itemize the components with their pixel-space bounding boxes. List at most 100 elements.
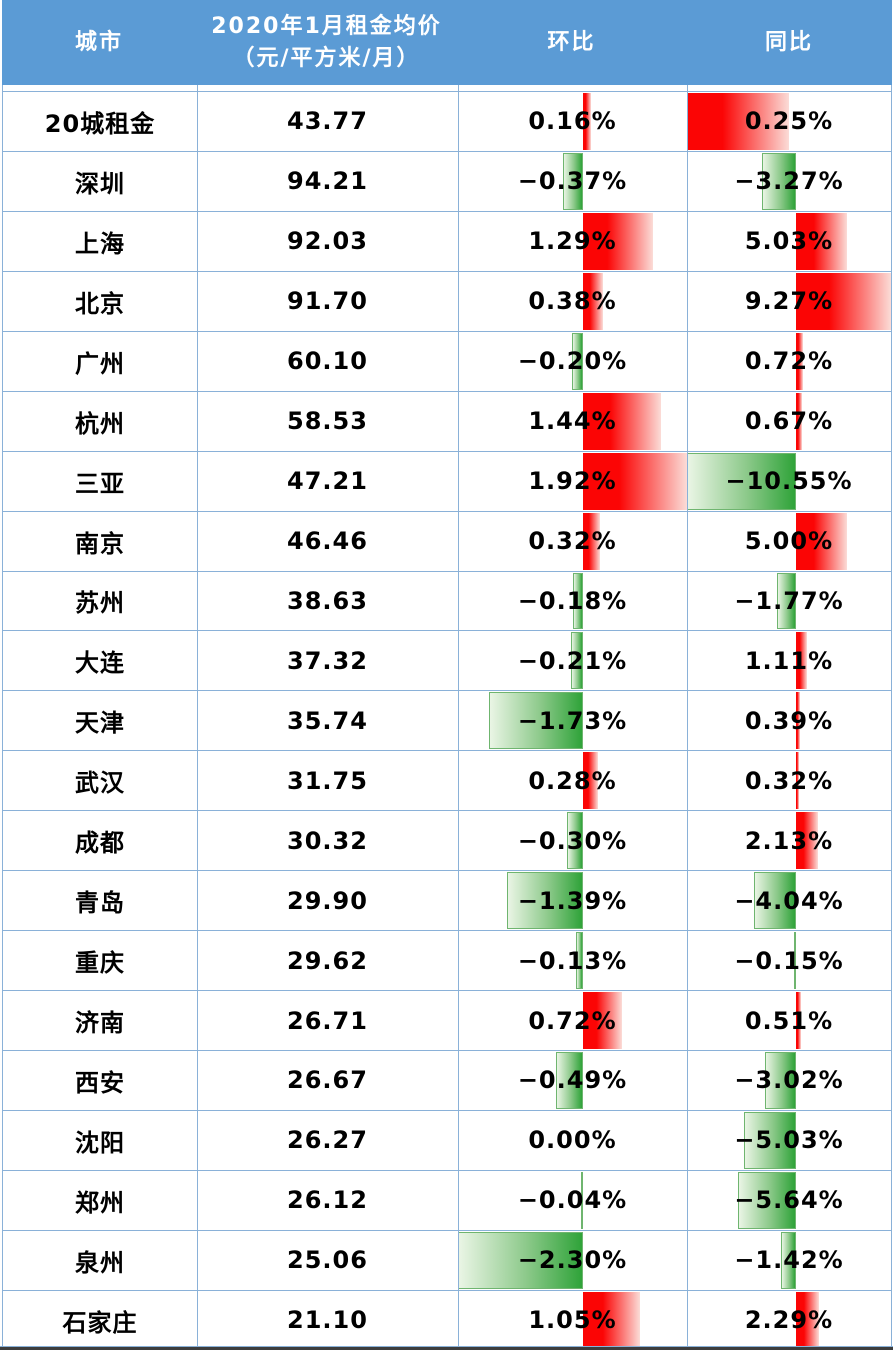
table-row: 大连 37.32 −0.21% 1.11% (3, 630, 891, 690)
table-row: 苏州 38.63 −0.18% −1.77% (3, 570, 891, 631)
yoy-value: 5.03% (744, 227, 834, 256)
negative-databar (562, 152, 583, 210)
mom-value: −0.13% (517, 946, 628, 975)
negative-databar (488, 692, 583, 750)
column-divider (197, 85, 198, 1348)
yoy-cell: 1.11% (687, 631, 891, 690)
column-divider (687, 85, 688, 1348)
mom-cell: −0.21% (458, 631, 687, 690)
mom-cell: −0.37% (458, 152, 687, 211)
mom-value: −2.30% (517, 1246, 628, 1275)
rent-value: 25.06 (287, 1246, 368, 1275)
yoy-cell: −10.55% (687, 452, 891, 511)
city-label: 三亚 (75, 469, 125, 498)
table-row: 济南 26.71 0.72% 0.51% (3, 990, 891, 1050)
mom-cell: 0.38% (458, 272, 687, 331)
table-row: 郑州 26.12 −0.04% −5.64% (3, 1169, 891, 1230)
rent-value: 31.75 (287, 766, 368, 795)
negative-databar (777, 572, 796, 630)
rent-value: 26.27 (287, 1126, 368, 1155)
table-row: 广州 60.10 −0.20% 0.72% (3, 330, 891, 391)
positive-databar (582, 1291, 640, 1349)
yoy-cell: −4.04% (687, 871, 891, 930)
city-cell: 青岛 (3, 871, 197, 930)
table-row: 天津 35.74 −1.73% 0.39% (3, 690, 891, 750)
yoy-value: 0.25% (744, 107, 834, 136)
yoy-value: 9.27% (744, 287, 834, 316)
yoy-value: −3.02% (734, 1066, 844, 1095)
rent-value: 92.03 (287, 227, 368, 256)
rent-value: 38.63 (287, 586, 368, 615)
rent-cell: 30.32 (197, 811, 458, 870)
yoy-value: 2.13% (744, 826, 834, 855)
yoy-value: −10.55% (725, 467, 853, 496)
negative-databar (458, 1231, 583, 1289)
positive-databar (795, 332, 803, 390)
yoy-value: −4.04% (734, 886, 844, 915)
negative-databar (573, 572, 583, 630)
rent-value: 60.10 (287, 347, 368, 376)
table-row: 三亚 47.21 1.92% −10.55% (3, 450, 891, 511)
rent-value: 43.77 (287, 107, 368, 136)
negative-databar (737, 1171, 796, 1229)
mom-cell: −0.30% (458, 811, 687, 870)
rent-value: 30.32 (287, 826, 368, 855)
table-row: 泉州 25.06 −2.30% −1.42% (3, 1229, 891, 1290)
yoy-cell: −5.03% (687, 1111, 891, 1170)
city-cell: 苏州 (3, 572, 197, 631)
positive-databar (795, 992, 801, 1049)
header-yoy-text: 同比 (764, 29, 813, 55)
yoy-value: 2.29% (744, 1306, 834, 1335)
city-label: 成都 (75, 829, 125, 858)
positive-databar (795, 512, 848, 570)
rent-cell: 46.46 (197, 512, 458, 571)
mom-cell: 1.29% (458, 212, 687, 271)
city-label: 西安 (75, 1068, 125, 1097)
city-label: 重庆 (75, 949, 125, 978)
rent-cell: 43.77 (197, 92, 458, 151)
negative-databar (780, 1231, 796, 1289)
column-divider (458, 85, 459, 1348)
table-row: 沈阳 26.27 0.00% −5.03% (3, 1109, 891, 1170)
city-label: 苏州 (75, 589, 125, 618)
mom-value: −0.04% (517, 1186, 628, 1215)
city-label: 深圳 (75, 169, 125, 198)
mom-value: 1.92% (528, 467, 617, 496)
city-label: 泉州 (75, 1248, 125, 1277)
yoy-cell: −3.27% (687, 152, 891, 211)
rent-cell: 29.62 (197, 931, 458, 990)
rent-value: 29.62 (287, 946, 368, 975)
header-rent-label: 2020年1月租金均价 （元/平方米/月） (196, 0, 457, 85)
city-cell: 广州 (3, 332, 197, 391)
mom-cell: −0.18% (458, 572, 687, 631)
mom-cell: −1.73% (458, 691, 687, 750)
yoy-cell: 5.03% (687, 212, 891, 271)
table-row: 20城租金 43.77 0.16% 0.25% (3, 91, 891, 151)
rent-cell: 92.03 (197, 212, 458, 271)
yoy-cell: 0.39% (687, 691, 891, 750)
mom-cell: −2.30% (458, 1231, 687, 1290)
rent-cell: 25.06 (197, 1231, 458, 1290)
city-label: 济南 (75, 1009, 125, 1038)
city-cell: 三亚 (3, 452, 197, 511)
negative-databar (743, 1111, 796, 1169)
rent-value: 94.21 (287, 167, 368, 196)
rent-cell: 26.67 (197, 1051, 458, 1110)
table-body: 20城租金 43.77 0.16% 0.25% 深圳 94.21 −0.37% −3.27% 上… (2, 85, 892, 1350)
mom-value: 0.00% (528, 1126, 617, 1155)
rent-cell: 58.53 (197, 392, 458, 451)
rent-cell: 29.90 (197, 871, 458, 930)
rent-value: 46.46 (287, 527, 368, 556)
mom-cell: 1.05% (458, 1291, 687, 1350)
city-label: 北京 (75, 289, 125, 318)
header-rent-line1: 2020年1月租金均价 (211, 13, 442, 39)
mom-cell: 0.28% (458, 751, 687, 810)
table-row: 北京 91.70 0.38% 9.27% (3, 270, 891, 331)
positive-databar (795, 812, 818, 870)
negative-databar (794, 932, 797, 990)
yoy-cell: 0.51% (687, 991, 891, 1050)
header-rent-line2: （元/平方米/月） (232, 45, 421, 71)
bottom-border-line (0, 1346, 893, 1350)
mom-cell: −0.13% (458, 931, 687, 990)
